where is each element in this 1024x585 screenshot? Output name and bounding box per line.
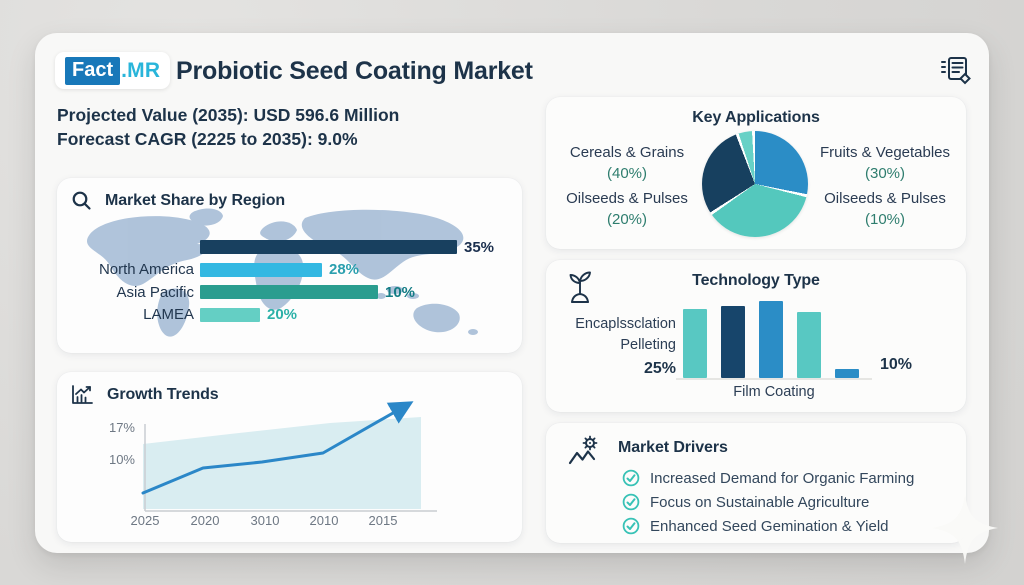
market-drivers-card: Market Drivers Increased Demand for Orga… [546, 423, 966, 543]
gear-mountain-icon [568, 435, 598, 465]
driver-text: Enhanced Seed Gemination & Yield [650, 517, 889, 535]
region-value: 35% [464, 238, 495, 256]
key-stats: Projected Value (2035): USD 596.6 Millio… [57, 103, 399, 151]
technology-type-card: Technology Type Encaplssclation Pelletin… [546, 260, 966, 412]
region-label: Asia Pacific [116, 283, 194, 301]
applications-pie [702, 131, 808, 237]
pie-label-pct: (40%) [606, 165, 647, 182]
region-row: 35% [57, 238, 522, 256]
growth-x-tick: 2010 [310, 513, 339, 528]
pie-label-oilseeds-right: Oilseeds & Pulses (10%) [810, 189, 960, 229]
magnifier-icon [72, 191, 91, 210]
tech-bar [759, 301, 783, 378]
growth-x-tick: 2025 [131, 513, 160, 528]
infographic-card: Fact .MR Probiotic Seed Coating Market P… [35, 33, 989, 553]
tech-bar [683, 309, 707, 378]
pie-label-name: Cereals & Grains [569, 144, 685, 161]
tech-bar [797, 312, 821, 378]
check-circle-icon [622, 517, 640, 535]
tech-label-pelleting: Pelleting [620, 337, 676, 353]
market-drivers-list: Increased Demand for Organic Farming Foc… [622, 469, 914, 541]
growth-trends-title: Growth Trends [107, 386, 219, 403]
region-bar [200, 285, 378, 299]
growth-plot: 17% 10% 2025 2020 3010 2010 2015 [109, 401, 437, 528]
world-map-graphic [86, 208, 478, 337]
forecast-cagr-text: Forecast CAGR (2225 to 2035): 9.0% [57, 129, 358, 149]
growth-x-tick: 3010 [251, 513, 280, 528]
growth-x-tick: 2020 [191, 513, 220, 528]
pie-label-fruits: Fruits & Vegetables (30%) [810, 143, 960, 183]
pie-label-name: Oilseeds & Pulses [824, 190, 946, 207]
driver-item: Enhanced Seed Gemination & Yield [622, 517, 914, 535]
region-row: North America 28% [57, 261, 522, 278]
tech-value-right: 10% [880, 356, 913, 373]
tech-value-left: 25% [643, 360, 676, 377]
logo-mr-text: .MR [121, 58, 161, 82]
pie-label-name: Fruits & Vegetables [819, 144, 951, 161]
region-label: North America [98, 261, 194, 278]
driver-item: Increased Demand for Organic Farming [622, 469, 914, 487]
pie-label-oilseeds-left: Oilseeds & Pulses (20%) [552, 189, 702, 229]
market-share-title: Market Share by Region [105, 192, 286, 209]
growth-trends-card: Growth Trends 17% 10% 2025 2020 3010 2010 2015 [57, 372, 522, 542]
pie-label-pct: (30%) [864, 165, 905, 182]
technology-type-title: Technology Type [692, 272, 820, 289]
check-circle-icon [622, 469, 640, 487]
key-applications-card: Key Applications Cereals & Grains (40%) … [546, 97, 966, 249]
region-bar [200, 262, 322, 277]
growth-y-tick: 10% [109, 452, 135, 467]
pie-label-name: Oilseeds & Pulses [566, 190, 688, 207]
market-drivers-title: Market Drivers [618, 439, 728, 456]
region-bar [200, 307, 260, 322]
pie-label-cereals: Cereals & Grains (40%) [552, 143, 702, 183]
region-row: LAMEA 20% [57, 306, 522, 323]
growth-y-tick: 17% [109, 420, 135, 435]
check-circle-icon [622, 493, 640, 511]
region-label: LAMEA [143, 306, 194, 323]
driver-item: Focus on Sustainable Agriculture [622, 493, 914, 511]
pie-label-pct: (10%) [864, 211, 905, 228]
seedling-icon [569, 271, 591, 303]
growth-x-tick: 2015 [369, 513, 398, 528]
document-list-icon [941, 57, 971, 85]
region-rows: 35% North America 28% Asia Pacific 10% LAMEA 2… [57, 238, 522, 330]
page-title: Probiotic Seed Coating Market [176, 57, 533, 85]
region-row: Asia Pacific 10% [57, 283, 522, 301]
tech-bar [721, 306, 745, 378]
technology-left-labels: Encaplssclation Pelleting 25% [546, 316, 676, 378]
factmr-logo: Fact .MR [55, 52, 171, 89]
region-value: 20% [267, 306, 298, 323]
pie-label-pct: (20%) [606, 211, 647, 228]
tech-label-film-coating: Film Coating [733, 384, 815, 400]
tech-bar [835, 369, 859, 378]
chart-growth-icon [72, 385, 93, 404]
driver-text: Focus on Sustainable Agriculture [650, 493, 870, 511]
projected-value-text: Projected Value (2035): USD 596.6 Millio… [57, 105, 400, 125]
driver-text: Increased Demand for Organic Farming [650, 469, 915, 487]
key-applications-title: Key Applications [692, 109, 820, 126]
region-value: 28% [329, 261, 360, 278]
region-bar [200, 240, 457, 254]
logo-fact-text: Fact [65, 56, 121, 85]
tech-bars [676, 300, 872, 380]
sparkle-decoration [932, 494, 998, 564]
market-share-card: Market Share by Region 35% North America 2… [57, 178, 522, 353]
region-value: 10% [385, 283, 416, 301]
tech-label-encapsulation: Encaplssclation [575, 316, 676, 332]
